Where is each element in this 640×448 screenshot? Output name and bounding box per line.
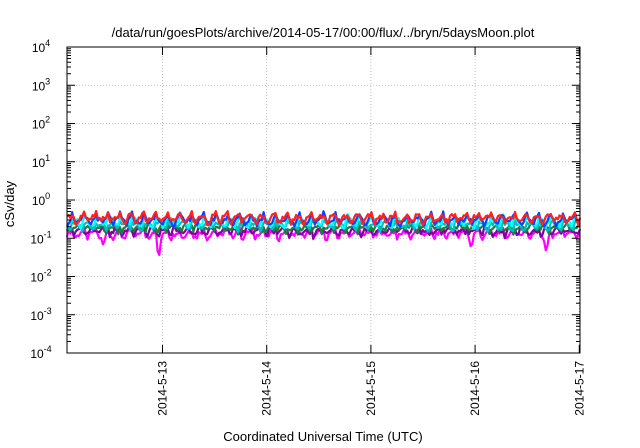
x-tick-label: 2014-5-15: [364, 361, 378, 416]
x-tick-label: 2014-5-14: [260, 361, 274, 416]
plot-frame: [66, 46, 581, 354]
x-tick-label: 2014-5-16: [468, 361, 482, 416]
y-tick-label: 100: [32, 191, 50, 208]
y-tick-label: 102: [32, 115, 50, 132]
y-tick-label: 10-4: [30, 344, 51, 361]
y-tick-label: 101: [32, 153, 50, 170]
series-line: [66, 209, 582, 227]
x-axis: 2014-5-13 2014-5-14 2014-5-15 2014-5-16 2014…: [156, 47, 586, 416]
y-tick-label: 10-2: [30, 268, 51, 285]
x-tick-label: 2014-5-13: [156, 361, 170, 416]
grid: [67, 47, 580, 353]
y-axis-label: cSv/day: [2, 180, 17, 227]
y-tick-label: 10-3: [30, 306, 51, 323]
y-axis: 104 103 102 101 100 10-1 10-2 10-3 10-4: [30, 38, 580, 361]
y-tick-label: 103: [32, 76, 50, 93]
chart-title: /data/run/goesPlots/archive/2014-05-17/0…: [112, 25, 535, 40]
y-tick-label: 104: [32, 38, 50, 55]
x-tick-label: 2014-5-17: [572, 361, 586, 416]
series-group: [65, 209, 582, 256]
y-tick-label: 10-1: [30, 229, 51, 246]
x-axis-label: Coordinated Universal Time (UTC): [223, 429, 422, 444]
